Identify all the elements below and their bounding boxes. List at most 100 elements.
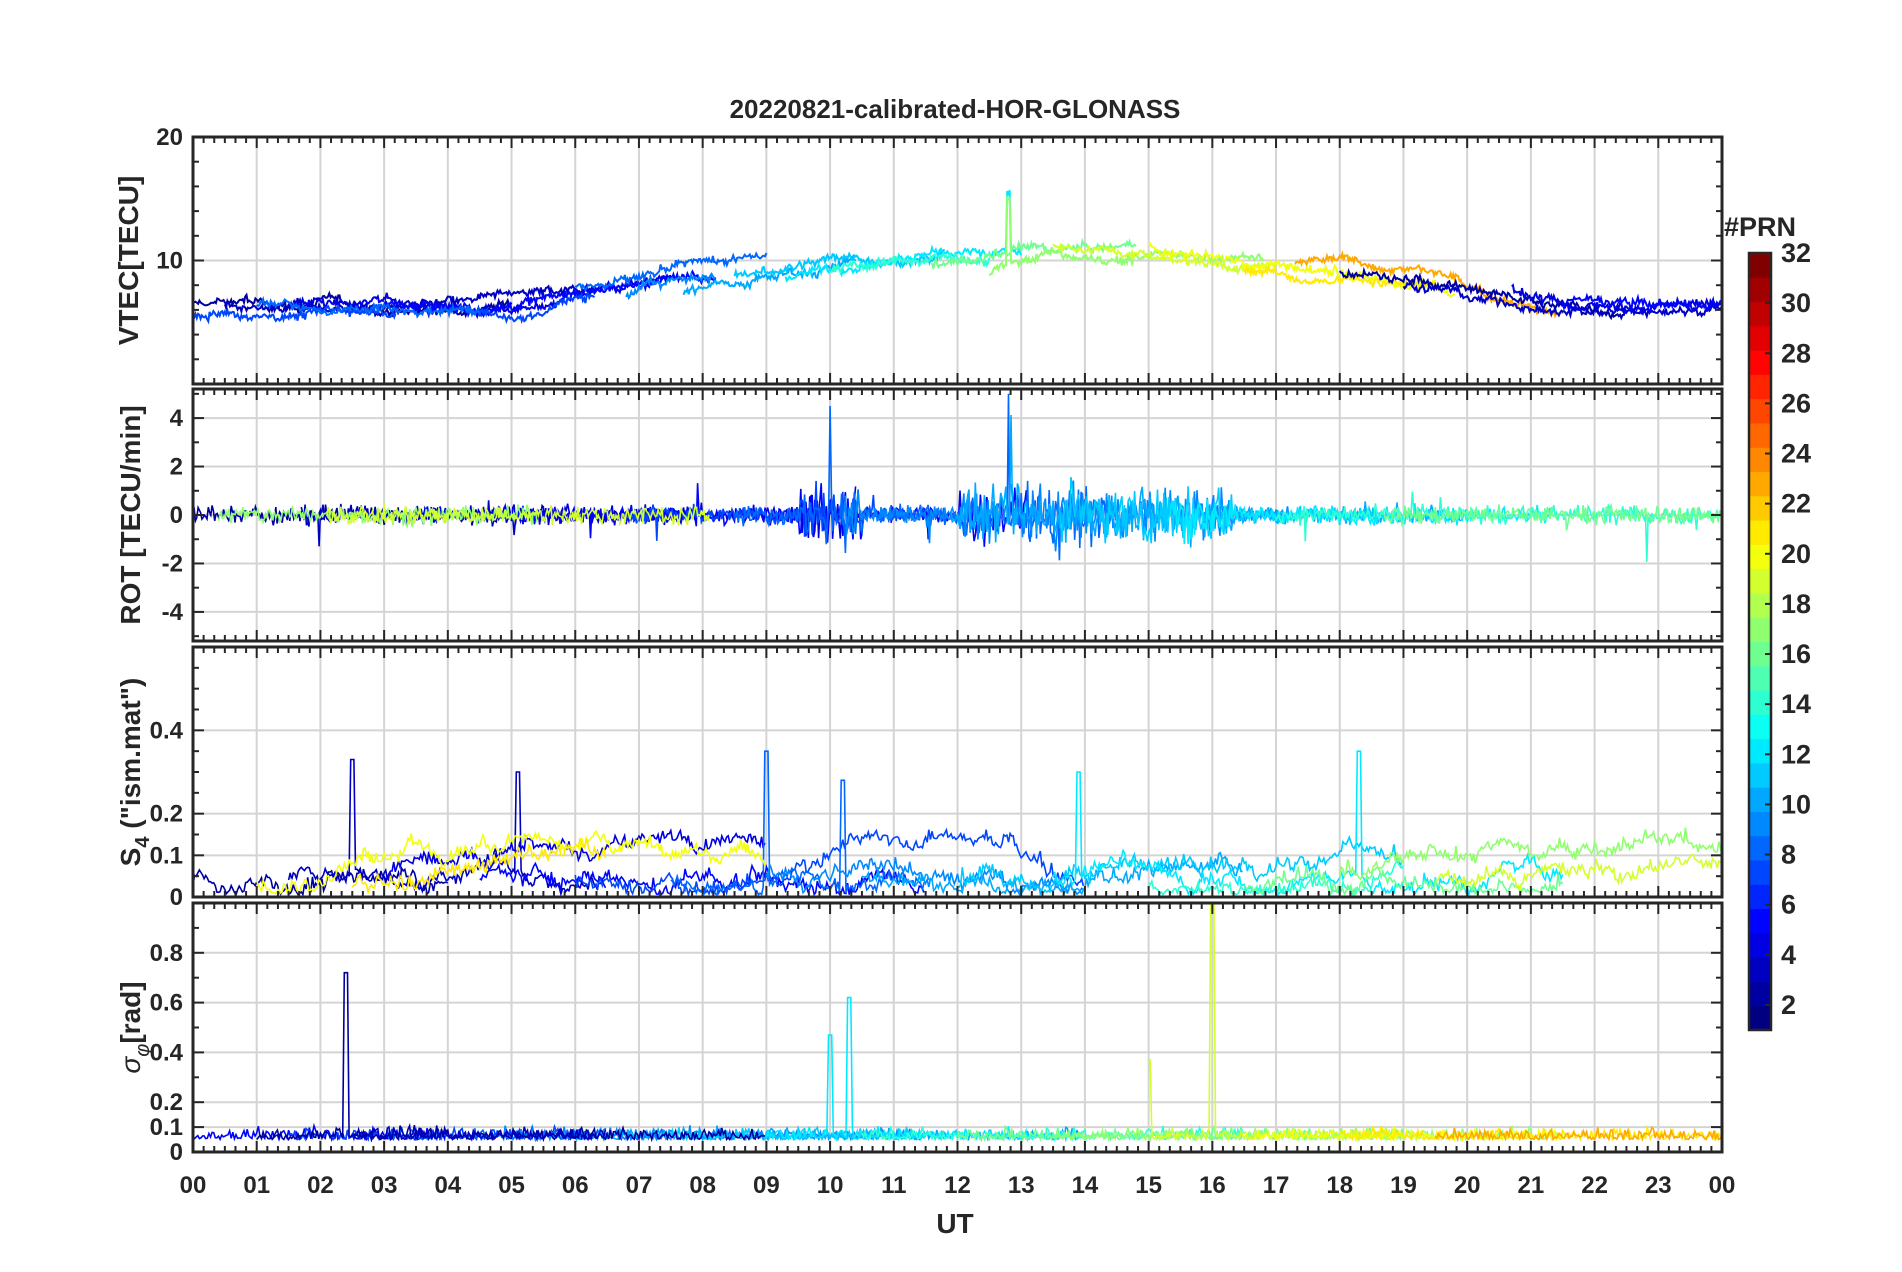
ytick-label-sigma_phi: 0.4 <box>150 1039 184 1066</box>
vtec-trace <box>574 251 768 292</box>
colorbar-segment <box>1749 350 1771 375</box>
rot-series-group <box>192 393 1723 562</box>
vtec-trace <box>1561 292 1723 314</box>
ytick-label-rot: 4 <box>170 405 184 432</box>
rot-trace <box>1275 491 1723 562</box>
colorbar-tick-label: 26 <box>1781 388 1811 418</box>
panels <box>193 137 1722 1152</box>
colorbar-tick-label: 10 <box>1781 789 1811 819</box>
colorbar-tick-label: 8 <box>1781 840 1796 870</box>
ytick-label-sigma_phi: 0 <box>170 1139 183 1166</box>
colorbar-tick-label: 24 <box>1781 439 1811 469</box>
vtec-series-group <box>192 189 1723 325</box>
colorbar-segment <box>1749 835 1771 861</box>
s4-trace <box>255 829 766 895</box>
colorbar-tick-label: 28 <box>1781 338 1811 368</box>
colorbar-tick-label: 20 <box>1781 539 1811 569</box>
x-axis-label: UT <box>936 1208 973 1239</box>
colorbar-segment <box>1749 981 1771 1007</box>
colorbar-segment <box>1749 884 1771 910</box>
colorbar-segment <box>1749 738 1771 764</box>
rot-trace <box>217 504 538 530</box>
ytick-label-s4: 0.2 <box>150 801 183 828</box>
vtec-trace <box>625 270 717 301</box>
colorbar-segment <box>1749 932 1771 958</box>
colorbar-tick-label: 22 <box>1781 489 1811 519</box>
colorbar-frame <box>1747 251 1773 1032</box>
vtec-trace <box>733 249 945 280</box>
panel-s4-axes: 00.10.20.4S4 ("ism.mat") <box>115 645 1724 911</box>
vtec-trace <box>1402 280 1723 320</box>
ytick-label-rot: -4 <box>162 599 184 626</box>
xtick-label: 02 <box>307 1172 334 1199</box>
colorbar-segment <box>1749 277 1771 303</box>
colorbar-tick-label: 12 <box>1781 739 1811 769</box>
sigma-series-group <box>192 902 1723 1143</box>
y-axis-label-sub: φ <box>132 1044 154 1057</box>
colorbar-segment <box>1749 617 1771 642</box>
colorbar-segment <box>1749 301 1771 327</box>
vtec-trace <box>1338 266 1628 321</box>
xtick-label: 00 <box>1709 1172 1736 1199</box>
sigma-trace <box>256 971 765 1143</box>
colorbar-tick-label: 18 <box>1781 589 1811 619</box>
ytick-label-sigma_phi: 0.2 <box>150 1089 183 1116</box>
s4-trace <box>351 836 607 894</box>
sigma-trace <box>1434 1125 1723 1143</box>
colorbar-segment <box>1749 957 1771 982</box>
y-axis-label-vtec: VTEC[TECU] <box>113 176 144 346</box>
colorbar-segment <box>1749 447 1771 473</box>
xtick-label: 23 <box>1645 1172 1672 1199</box>
xtick-label: 04 <box>434 1172 461 1199</box>
ytick-label-s4: 0 <box>170 884 183 911</box>
xtick-label: 22 <box>1581 1172 1608 1199</box>
y-axis-label-sub: 4 <box>132 836 154 848</box>
vtec-trace <box>256 295 481 319</box>
colorbar-segment <box>1749 398 1771 424</box>
xtick-label: 15 <box>1135 1172 1162 1199</box>
xtick-label: 01 <box>243 1172 270 1199</box>
xtick-label: 10 <box>817 1172 844 1199</box>
ytick-label-sigma_phi: 0.1 <box>150 1114 183 1141</box>
xtick-label: 18 <box>1326 1172 1353 1199</box>
colorbar-segment <box>1749 811 1771 837</box>
colorbar-segment <box>1749 592 1771 618</box>
rot-trace <box>326 503 710 528</box>
vtec-trace <box>1294 249 1564 319</box>
ytick-label-s4: 0.4 <box>150 717 184 744</box>
rot-trace <box>1383 502 1723 531</box>
panel-sigma_phi <box>193 903 1722 1152</box>
colorbar-tick-label: 4 <box>1781 940 1796 970</box>
colorbar-segment <box>1749 568 1771 594</box>
colorbar-tick-label: 30 <box>1781 288 1811 318</box>
y-axis-label-sigma_phi: σφ[rad] <box>115 981 154 1073</box>
s4-trace <box>479 861 925 897</box>
ytick-label-s4: 0.1 <box>150 842 183 869</box>
panel-sigma_phi-axes: 00.10.2 0.4 0.6 0.8 σφ[rad] <box>115 901 1724 1166</box>
vtec-trace <box>988 194 1265 277</box>
xtick-label: 07 <box>626 1172 653 1199</box>
x-tick-labels: 00 01 02 03 04 05 06 07 08 09 10 11 12 13 14 15 16 17 18 19… <box>180 1172 1736 1199</box>
colorbar-segment <box>1749 495 1771 521</box>
ytick-label-rot: 2 <box>170 454 183 481</box>
s4-trace <box>574 827 1085 898</box>
xtick-label: 14 <box>1072 1172 1099 1199</box>
sigma-trace <box>351 1124 607 1143</box>
sigma-trace <box>1339 1124 1723 1143</box>
colorbar-segment <box>1749 253 1771 278</box>
colorbar-tick-label: 2 <box>1781 990 1796 1020</box>
xtick-label: 03 <box>371 1172 398 1199</box>
vtec-trace <box>465 291 596 325</box>
s4-trace <box>1243 865 1564 897</box>
colorbar-title: #PRN <box>1724 212 1796 242</box>
s4-trace <box>1339 827 1723 881</box>
vtec-trace <box>192 304 397 325</box>
colorbar-segment <box>1749 860 1771 885</box>
colorbar-segment <box>1749 374 1771 400</box>
colorbar-segment <box>1749 325 1771 351</box>
colorbar-segment <box>1749 641 1771 667</box>
y-axis-label-rest: [rad] <box>115 981 146 1043</box>
y-axis-label-main: σ <box>115 1056 146 1074</box>
